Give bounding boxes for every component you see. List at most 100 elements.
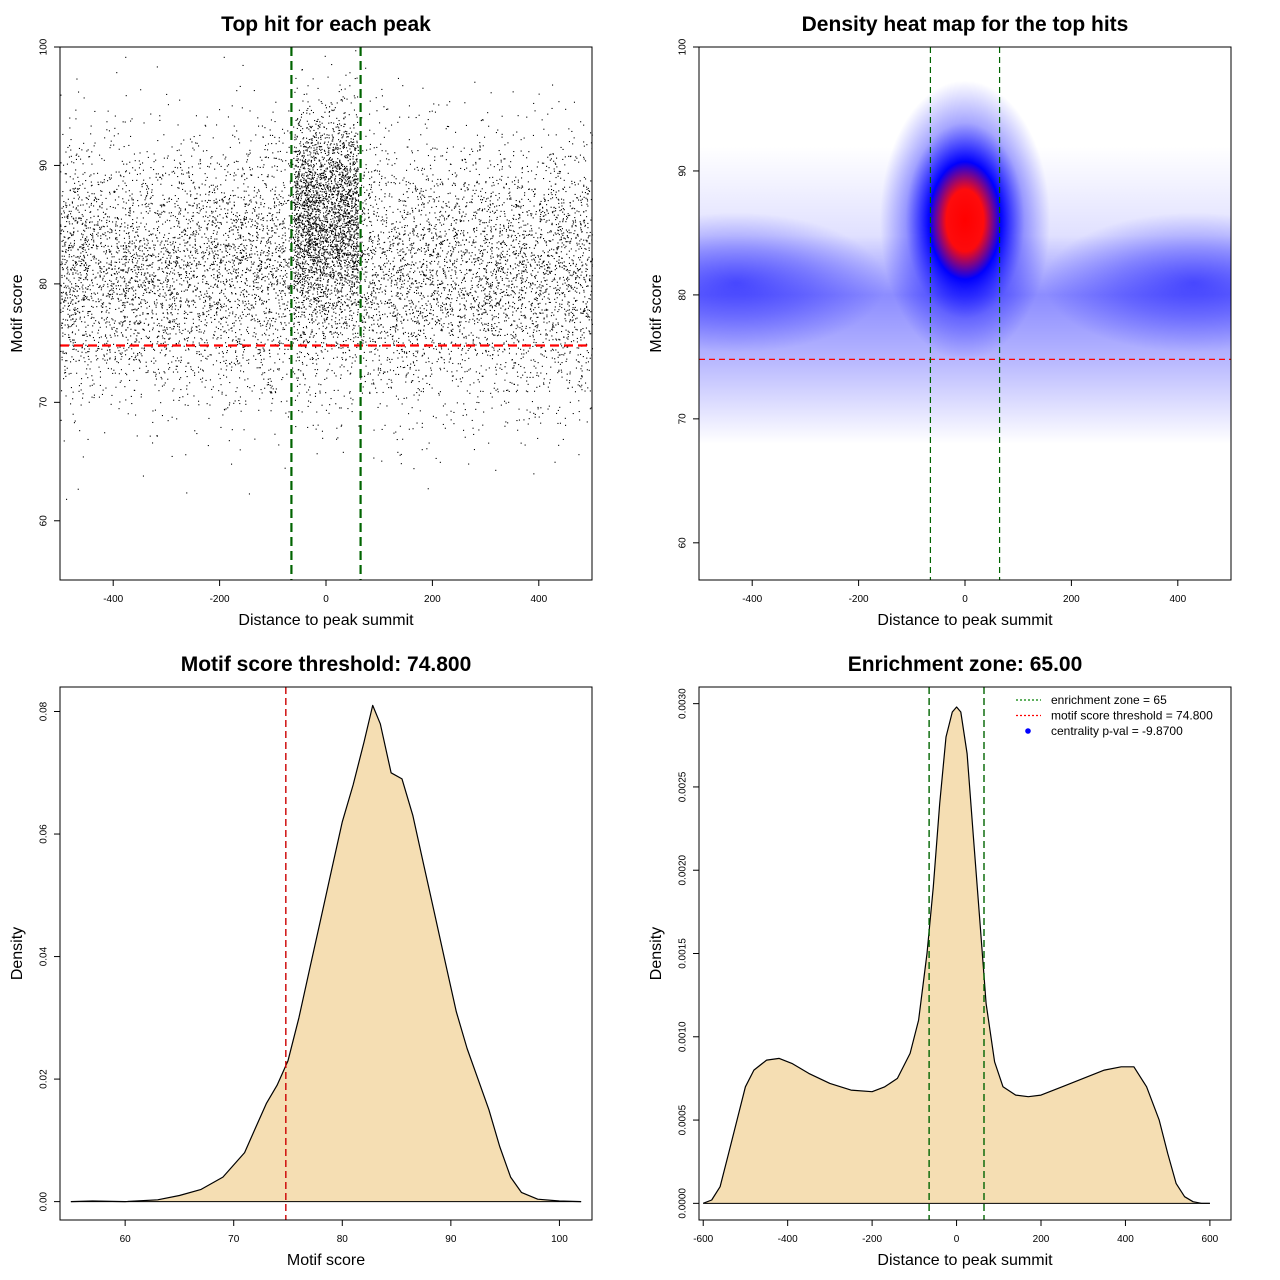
scatter-point [466,414,468,416]
scatter-point [485,271,487,273]
scatter-point [526,243,528,245]
scatter-point [573,270,575,272]
scatter-point [224,267,226,269]
scatter-point [456,370,458,372]
scatter-point [512,91,514,93]
scatter-point [484,227,486,229]
scatter-point [145,288,147,290]
scatter-point [408,239,410,241]
scatter-point [554,298,556,300]
scatter-point [367,212,369,214]
scatter-point [586,198,588,200]
scatter-point [501,133,503,135]
scatter-point [440,309,442,311]
scatter-point [179,397,181,399]
scatter-point [561,299,563,301]
scatter-point [182,173,184,175]
scatter-point [323,273,325,275]
scatter-point [327,279,329,281]
scatter-point [495,293,497,295]
scatter-point [296,245,298,247]
scatter-point [374,274,376,276]
scatter-point [99,371,101,373]
scatter-point [417,188,419,190]
scatter-point [205,236,207,238]
scatter-point [398,198,400,200]
scatter-point [581,198,583,200]
scatter-point [381,178,383,180]
scatter-point [506,260,508,262]
scatter-point [397,270,399,272]
scatter-point [496,335,498,337]
scatter-point [521,247,523,249]
scatter-point [78,257,80,259]
scatter-point [257,286,259,288]
scatter-point [190,366,192,368]
scatter-point [451,298,453,300]
scatter-point [550,172,552,174]
scatter-point [330,159,332,161]
scatter-point [134,321,136,323]
scatter-point [223,306,225,308]
scatter-point [449,358,451,360]
scatter-point [131,356,133,358]
scatter-point [452,314,454,316]
scatter-point [185,289,187,291]
scatter-point [508,301,510,303]
scatter-point [428,200,430,202]
scatter-point [239,236,241,238]
scatter-point [242,250,244,252]
scatter-point [129,215,131,217]
scatter-point [226,202,228,204]
scatter-point [354,354,356,356]
scatter-point [491,396,493,398]
scatter-point [357,314,359,316]
scatter-point [69,204,71,206]
scatter-point [529,247,531,249]
scatter-point [555,349,557,351]
scatter-point [127,233,129,235]
scatter-point [575,225,577,227]
scatter-point [489,285,491,287]
scatter-point [257,223,259,225]
scatter-point [440,346,442,348]
scatter-point [89,175,91,177]
scatter-point [238,263,240,265]
scatter-point [392,243,394,245]
scatter-point [195,346,197,348]
scatter-point [325,409,327,411]
scatter-point [240,261,242,263]
scatter-point [178,329,180,331]
scatter-point [559,406,561,408]
scatter-point [520,282,522,284]
scatter-point [311,276,313,278]
scatter-point [538,227,540,229]
scatter-point [459,309,461,311]
scatter-point [127,327,129,329]
scatter-point [368,285,370,287]
scatter-point [225,310,227,312]
scatter-point [141,286,143,288]
scatter-point [439,352,441,354]
scatter-point [489,203,491,205]
scatter-point [194,243,196,245]
scatter-point [139,241,141,243]
scatter-point [265,255,267,257]
scatter-point [90,211,92,213]
scatter-point [200,331,202,333]
scatter-point [108,216,110,218]
scatter-point [70,387,72,389]
scatter-point [164,292,166,294]
scatter-point [219,362,221,364]
scatter-point [312,358,314,360]
scatter-point [423,203,425,205]
scatter-point [315,352,317,354]
scatter-point [299,249,301,251]
scatter-point [450,322,452,324]
scatter-point [521,263,523,265]
scatter-point [260,389,262,391]
scatter-point [345,224,347,226]
scatter-point [346,198,348,200]
scatter-point [331,233,333,235]
scatter-point [263,276,265,278]
